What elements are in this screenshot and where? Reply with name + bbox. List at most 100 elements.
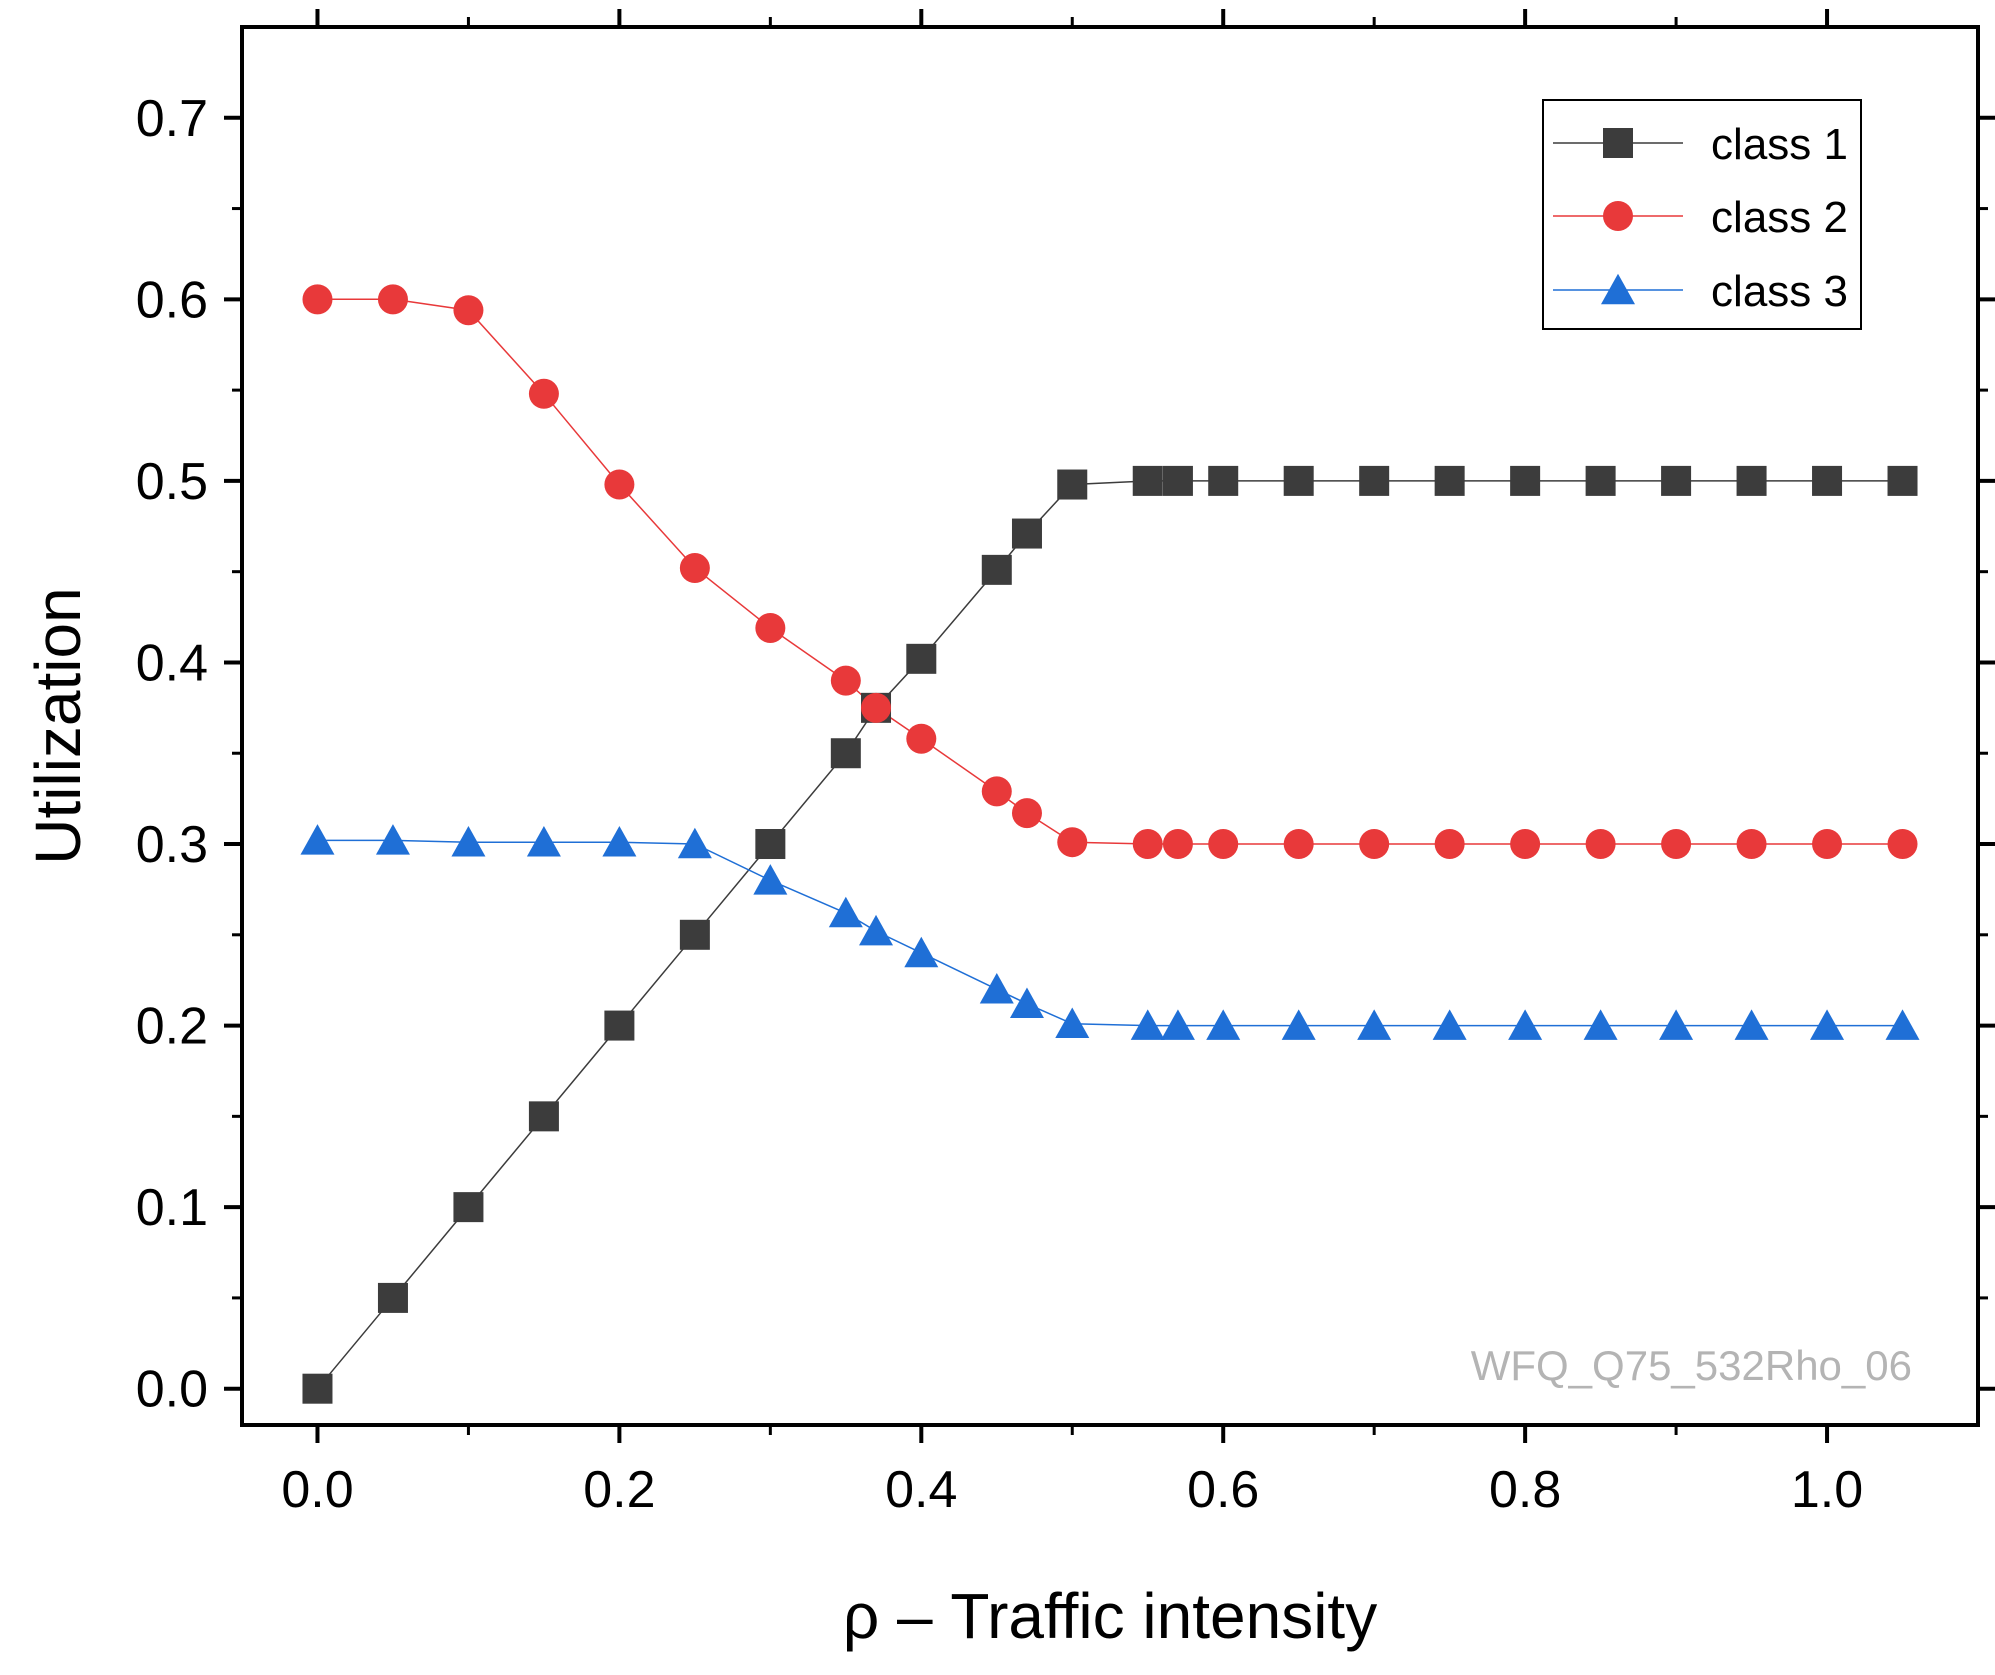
class-2-point (1510, 829, 1541, 860)
class-2-point (679, 553, 710, 584)
class-3-point (1659, 1009, 1694, 1040)
class-3-point (1885, 1009, 1920, 1040)
class-2-point (755, 612, 786, 643)
legend: class 1 class 2 class 3 (1542, 99, 1862, 330)
class-2-point (453, 295, 484, 326)
class-3-point (1130, 1009, 1165, 1040)
legend-marker-class-2 (1603, 201, 1633, 231)
class-1-point (1887, 465, 1918, 496)
class-3-point (753, 864, 788, 895)
class-3-point (1160, 1009, 1195, 1040)
y-tick-label: 0.3 (136, 816, 208, 874)
class-3-point (602, 825, 637, 857)
class-3-point (979, 973, 1014, 1004)
class-2-point (377, 284, 408, 315)
class-2-point (302, 284, 333, 315)
class-1-point (1585, 465, 1616, 496)
class-1-point (528, 1101, 559, 1132)
series-markers (300, 284, 1920, 1404)
class-3-point (526, 825, 561, 857)
y-tick-label: 0.6 (136, 271, 208, 329)
class-2-point (861, 692, 892, 723)
class-2-point (1283, 829, 1314, 860)
class-2-point (1011, 798, 1042, 829)
class-2-point (1812, 829, 1843, 860)
class-1-point (302, 1373, 333, 1404)
class-1-point (377, 1282, 408, 1313)
class-1-point (1736, 465, 1767, 496)
class-3-point (677, 827, 712, 859)
class-3-point (1734, 1009, 1769, 1040)
plot-frame (240, 25, 1980, 1427)
class-3-point (1281, 1009, 1316, 1040)
class-2-point (1585, 829, 1616, 860)
x-tick-label: 1.0 (1791, 1461, 1863, 1519)
x-axis: 0.0 0.2 0.4 0.6 0.8 1.0 (281, 9, 1863, 1519)
class-1-line (316, 480, 1903, 1390)
y-tick-label: 0.5 (136, 453, 208, 511)
x-tick-label: 0.0 (281, 1461, 353, 1519)
class-3-point (1357, 1009, 1392, 1040)
class-3-point (904, 936, 939, 968)
class-2-point (528, 378, 559, 409)
class-1-point (1510, 465, 1541, 496)
class-2-point (1434, 829, 1465, 860)
class-2-point (1887, 829, 1918, 860)
class-1-point (679, 919, 710, 950)
y-tick-label: 0.0 (136, 1361, 208, 1419)
class-2-point (906, 723, 937, 754)
legend-label-class-2: class 2 (1711, 193, 1848, 242)
class-1-point (1208, 465, 1239, 496)
class-1-point (1283, 465, 1314, 496)
class-2-point (1359, 829, 1390, 860)
class-1-point (1057, 469, 1088, 500)
class-3-point (1583, 1009, 1618, 1040)
x-tick-label: 0.6 (1187, 1461, 1259, 1519)
class-1-point (1661, 465, 1692, 496)
class-3-point (1009, 987, 1044, 1019)
y-axis: 0.0 0.1 0.2 0.3 0.4 0.5 0.6 0.7 (136, 90, 1995, 1419)
y-tick-label: 0.4 (136, 634, 208, 692)
x-tick-label: 0.8 (1489, 1461, 1561, 1519)
class-2-point (1661, 829, 1692, 860)
y-tick-label: 0.2 (136, 998, 208, 1056)
class-2-point (830, 665, 861, 696)
x-tick-label: 0.2 (583, 1461, 655, 1519)
legend-box (1542, 99, 1862, 330)
legend-label-class-1: class 1 (1711, 120, 1848, 169)
class-2-point (604, 469, 635, 500)
class-3-point (375, 824, 410, 855)
class-3-point (1206, 1009, 1241, 1040)
class-1-point (1011, 518, 1042, 549)
class-1-point (830, 738, 861, 769)
class-3-point (1055, 1007, 1090, 1039)
x-axis-title: ρ – Traffic intensity (843, 1580, 1377, 1652)
class-3-point (1508, 1009, 1543, 1040)
class-3-point (1810, 1009, 1845, 1040)
class-2-point (1057, 827, 1088, 858)
class-3-point (1432, 1009, 1467, 1040)
class-2-point (981, 776, 1012, 807)
chart-annotation: WFQ_Q75_532Rho_06 (1471, 1342, 1912, 1389)
class-2-point (1736, 829, 1767, 860)
y-axis-title: Utilization (22, 587, 94, 864)
class-3-line (317, 839, 1903, 1027)
legend-marker-class-1 (1603, 128, 1633, 158)
y-tick-label: 0.7 (136, 90, 208, 148)
class-3-point (859, 914, 894, 946)
class-3-point (828, 896, 863, 928)
class-1-point (1434, 465, 1465, 496)
class-1-point (453, 1192, 484, 1223)
class-1-point (981, 554, 1012, 585)
y-tick-label: 0.1 (136, 1179, 208, 1237)
class-2-line (317, 298, 1903, 845)
legend-marker-class-3 (1601, 273, 1635, 305)
class-3-point (300, 824, 335, 855)
class-3-point (451, 825, 486, 857)
class-2-point (1132, 829, 1163, 860)
x-tick-label: 0.4 (885, 1461, 957, 1519)
class-1-point (1359, 465, 1390, 496)
class-2-point (1208, 829, 1239, 860)
